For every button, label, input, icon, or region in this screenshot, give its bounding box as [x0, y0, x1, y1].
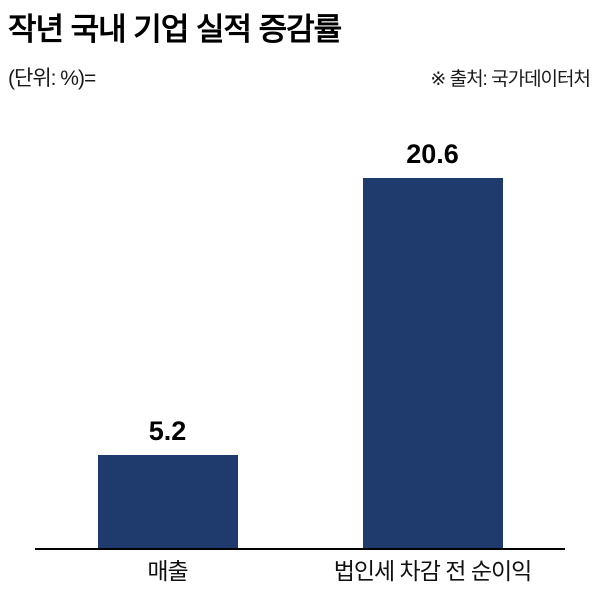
chart-title: 작년 국내 기업 실적 증감률 [8, 12, 342, 47]
bar-value-label: 5.2 [148, 416, 187, 446]
bar-revenue [97, 455, 238, 548]
bar-group-net-income: 20.6 [333, 139, 533, 548]
bar-value-label: 20.6 [406, 139, 459, 169]
plot-area: 5.2 20.6 [35, 130, 565, 550]
category-axis: 매출 법인세 차감 전 순이익 [35, 552, 565, 586]
bar-net-income [362, 178, 503, 548]
chart-subheader-row: (단위: %)= ※ 출처: 국가데이터처 [8, 62, 591, 92]
source-label: ※ 출처: 국가데이터처 [430, 69, 591, 90]
category-label-revenue: 매출 [147, 558, 188, 584]
bar-group-revenue: 5.2 [68, 416, 268, 548]
unit-label: (단위: %)= [8, 67, 96, 90]
category-label-net-income: 법인세 차감 전 순이익 [333, 558, 533, 584]
